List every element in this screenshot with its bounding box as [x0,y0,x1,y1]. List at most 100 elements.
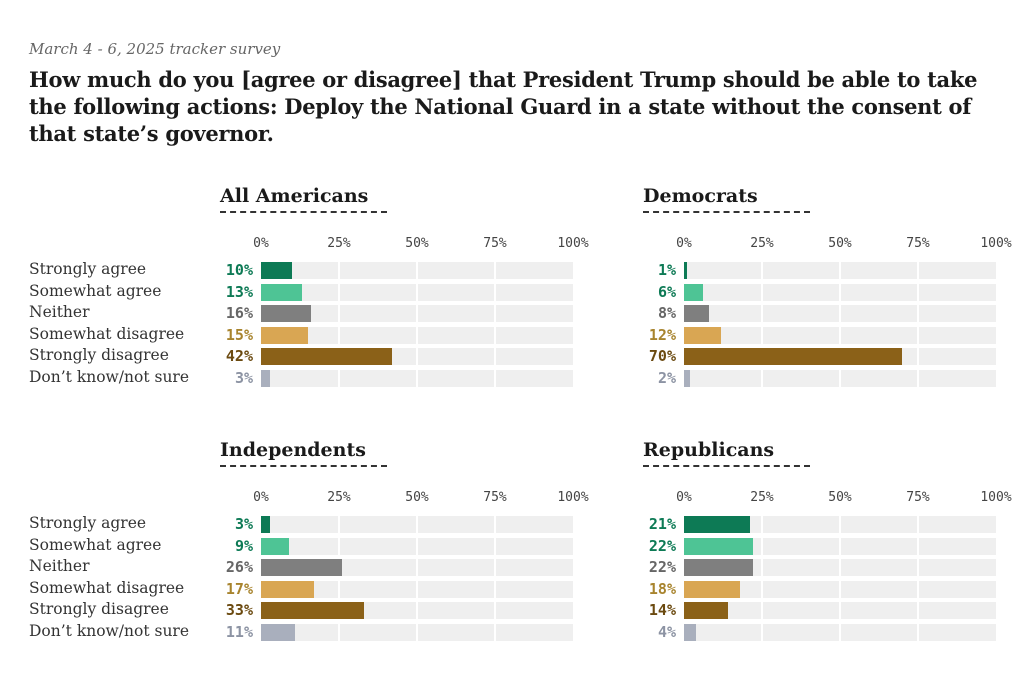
gridline [761,602,763,620]
gridline [416,602,418,620]
gridline [416,305,418,323]
value-label: 8% [657,304,676,323]
gridline [494,559,496,577]
gridline [338,283,340,301]
gridline [494,305,496,323]
x-tick-label: 25% [750,490,774,505]
gridline [917,370,919,387]
gridline [839,370,841,387]
bar-somewhat-agree [684,283,703,301]
gridline [761,370,763,387]
value-label: 2% [657,369,676,387]
row-label: Neither [29,303,90,322]
gridline [917,305,919,323]
gridline [416,326,418,344]
x-tick-label: 100% [980,490,1012,505]
value-label: 13% [225,282,253,301]
gridline [494,624,496,641]
bar-somewhat-agree [684,537,753,555]
x-tick-label: 50% [828,490,852,505]
gridline [761,559,763,577]
gridline [917,283,919,301]
row-label: Strongly disagree [29,600,169,619]
bar-don-t-know-not-sure [684,624,697,641]
x-tick-label: 100% [557,236,589,251]
gridline [494,326,496,344]
x-tick-label: 0% [253,490,269,505]
bar-strongly-agree [261,262,293,279]
row-label: Strongly disagree [29,346,169,365]
panel-title: All Americans [220,185,387,213]
x-tick-label: 0% [676,490,692,505]
x-tick-label: 50% [405,236,429,251]
x-tick-label: 50% [405,490,429,505]
panel-title: Republicans [643,439,810,467]
bar-don-t-know-not-sure [684,370,691,387]
x-tick-label: 25% [327,236,351,251]
gridline [416,580,418,598]
gridline [761,262,763,279]
value-label: 17% [225,579,253,598]
value-label: 9% [234,536,253,555]
gridline [839,580,841,598]
gridline [839,262,841,279]
value-label: 10% [225,261,253,279]
gridline [416,537,418,555]
gridline [839,305,841,323]
gridline [338,370,340,387]
gridline [494,348,496,366]
gridline [839,602,841,620]
bar-strongly-disagree [261,602,364,620]
gridline [494,370,496,387]
gridline [917,262,919,279]
value-label: 18% [648,579,676,598]
row-label: Somewhat disagree [29,578,185,597]
gridline [761,305,763,323]
gridline [494,602,496,620]
row-label: Somewhat agree [29,535,162,554]
bar-neither [684,559,753,577]
bar-strongly-agree [261,516,271,533]
x-tick-label: 25% [750,236,774,251]
gridline [917,602,919,620]
value-label: 15% [225,325,253,344]
gridline [338,305,340,323]
panel-title: Democrats [643,185,810,213]
value-label: 4% [657,623,676,641]
bar-neither [261,305,311,323]
bar-somewhat-agree [261,537,290,555]
gridline [416,348,418,366]
gridline [761,580,763,598]
bar-strongly-disagree [684,602,728,620]
bar-somewhat-disagree [684,326,722,344]
bar-strongly-agree [684,262,688,279]
row-label: Strongly agree [29,260,147,278]
bar-don-t-know-not-sure [261,624,296,641]
gridline [416,516,418,533]
x-tick-label: 0% [253,236,269,251]
value-label: 22% [648,558,676,577]
bar-strongly-disagree [684,348,903,366]
x-tick-label: 100% [557,490,589,505]
gridline [494,262,496,279]
x-tick-label: 75% [483,236,507,251]
value-label: 26% [225,558,253,577]
survey-date-subtitle: March 4 - 6, 2025 tracker survey [29,40,281,58]
value-label: 6% [657,282,676,301]
panel-title: Independents [220,439,387,467]
bar-strongly-agree [684,516,750,533]
gridline [917,326,919,344]
gridline [338,537,340,555]
row-label: Somewhat agree [29,281,162,300]
row-label: Strongly agree [29,514,147,532]
gridline [839,559,841,577]
chart-title: How much do you [agree or disagree] that… [29,67,978,146]
gridline [917,624,919,641]
bar-somewhat-agree [261,283,302,301]
value-label: 21% [648,515,676,533]
value-label: 70% [648,347,676,366]
gridline [917,348,919,366]
value-label: 12% [648,325,676,344]
gridline [338,262,340,279]
value-label: 3% [234,515,253,533]
